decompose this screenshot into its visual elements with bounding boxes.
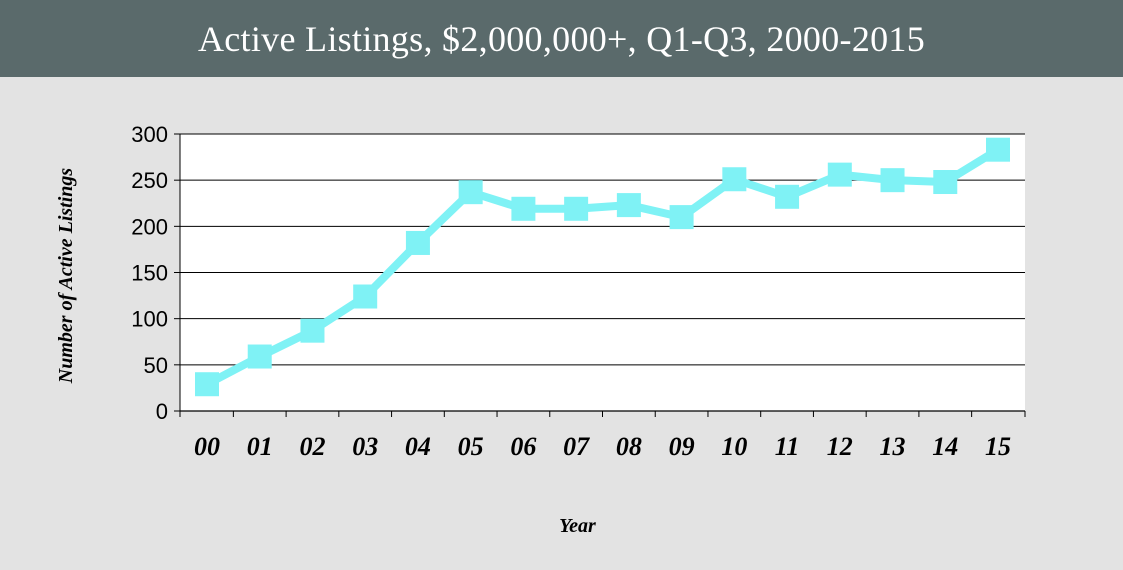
data-point-marker: [511, 196, 536, 221]
x-tick-label: 13: [880, 432, 906, 461]
data-point-marker: [775, 184, 800, 209]
x-tick-label: 03: [352, 432, 378, 461]
data-point-marker: [986, 137, 1010, 162]
line-chart: 0 50 100 150 200 250 300 00 01 02 03 04 05 06 07 08 09 1…: [55, 122, 1026, 537]
x-tick-label: 07: [563, 432, 590, 461]
x-tick-label: 00: [194, 432, 220, 461]
data-point-marker: [827, 162, 852, 187]
x-tick-label: 05: [458, 432, 484, 461]
series-line: [205, 146, 1001, 388]
x-tick-label: 02: [299, 432, 325, 461]
data-point-marker: [353, 284, 378, 309]
y-axis-ticks: 0 50 100 150 200 250 300: [131, 122, 180, 424]
x-tick-label: 06: [510, 432, 536, 461]
data-point-marker: [564, 196, 589, 221]
data-point-marker: [880, 168, 905, 193]
data-point-marker: [933, 170, 958, 195]
data-point-marker: [616, 193, 641, 218]
data-point-marker: [722, 167, 747, 192]
x-tick-label: 08: [616, 432, 642, 461]
x-tick-label: 14: [932, 432, 958, 461]
x-axis-title: Year: [559, 515, 596, 537]
y-tick-label: 50: [144, 353, 168, 378]
data-point-marker: [405, 230, 430, 255]
x-tick-label: 15: [985, 432, 1011, 461]
y-tick-label: 200: [131, 214, 168, 239]
x-axis-ticks: 00 01 02 03 04 05 06 07 08 09 10 11 12 13 14 15: [179, 411, 1026, 461]
y-tick-label: 250: [131, 168, 168, 193]
data-point-marker: [300, 318, 325, 343]
data-point-marker: [669, 205, 694, 230]
y-axis-title: Number of Active Listings: [55, 168, 77, 385]
x-tick-label: 10: [721, 432, 747, 461]
y-tick-label: 300: [131, 122, 168, 147]
data-point-marker: [458, 180, 483, 205]
x-tick-label: 12: [827, 432, 853, 461]
x-tick-label: 01: [247, 432, 273, 461]
chart-title-banner: Active Listings, $2,000,000+, Q1-Q3, 200…: [0, 0, 1123, 77]
x-tick-label: 04: [405, 432, 431, 461]
x-tick-label: 11: [775, 432, 800, 461]
data-point-marker: [195, 372, 219, 397]
y-tick-label: 0: [156, 399, 168, 424]
data-point-marker: [247, 344, 272, 369]
y-tick-label: 150: [131, 261, 168, 286]
y-tick-label: 100: [131, 307, 168, 332]
series-group: [195, 137, 1010, 397]
chart-title: Active Listings, $2,000,000+, Q1-Q3, 200…: [197, 18, 926, 59]
x-tick-label: 09: [669, 432, 695, 461]
